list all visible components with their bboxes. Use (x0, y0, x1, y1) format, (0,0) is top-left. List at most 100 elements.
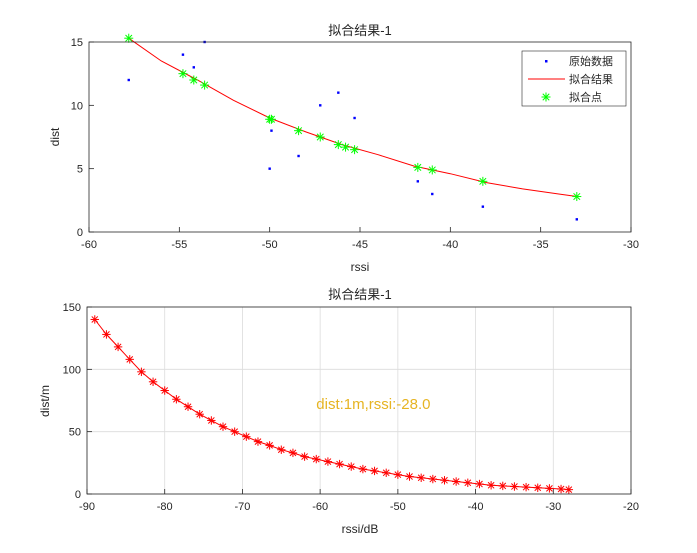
fit-point-marker-stroke-d2 (179, 70, 187, 78)
distance-curve-marker-stroke-d2 (324, 458, 332, 465)
distance-curve-marker (556, 484, 566, 494)
distance-curve-marker (218, 422, 228, 431)
top-x-tick-label: -30 (623, 239, 639, 251)
distance-curve-marker (416, 473, 426, 482)
fit-point-marker-stroke-d2 (414, 163, 422, 171)
distance-curve-marker (533, 483, 542, 492)
bottom-x-tick-label: -70 (234, 501, 250, 513)
top-y-tick-label: 10 (71, 100, 83, 112)
distance-curve-marker-stroke-d2 (557, 485, 565, 493)
top-x-tick-label: -50 (262, 239, 278, 251)
distance-curve-marker (323, 457, 333, 466)
distance-curve-marker-stroke-d2 (347, 463, 355, 470)
legend-raw-data-label: 原始数据 (569, 54, 613, 68)
fit-point-marker (200, 80, 210, 90)
distance-curve-marker-stroke-d2 (301, 453, 308, 460)
bottom-x-tick-label: -50 (390, 501, 406, 513)
fit-point-marker-stroke-d2 (350, 146, 359, 154)
raw-data-point (353, 116, 356, 120)
distance-curve-marker (463, 478, 472, 487)
distance-curve-marker (160, 386, 169, 395)
distance-curve-marker (475, 479, 484, 489)
legend-entry-fit-points: 拟合点 (541, 90, 602, 104)
top-y-tick-label: 15 (71, 37, 83, 49)
distance-curve-marker (440, 476, 449, 485)
bottom-y-tick-label: 0 (75, 489, 81, 501)
distance-curve-marker (125, 355, 134, 364)
distance-curve-marker (195, 410, 204, 419)
distance-curve-marker (358, 464, 368, 474)
distance-curve-marker (253, 437, 263, 446)
top-chart-plot (124, 33, 582, 221)
raw-data-point (297, 154, 300, 158)
fit-point-marker-stroke-d2 (428, 166, 436, 174)
distance-curve-marker-stroke-d2 (371, 467, 378, 475)
distance-curve-marker-stroke-d2 (441, 476, 448, 484)
top-x-tick-label: -60 (81, 239, 97, 251)
distance-curve-marker-stroke-d2 (511, 483, 518, 490)
distance-curve-marker (183, 402, 193, 411)
bottom-y-tick-label: 100 (63, 364, 81, 376)
top-x-tick-label: -40 (442, 239, 458, 251)
raw-data-point (181, 53, 185, 56)
distance-curve-marker-stroke-d2 (382, 469, 390, 477)
distance-curve-marker-stroke-d2 (312, 455, 320, 463)
raw-data-point (431, 192, 434, 196)
distance-curve-marker-stroke-d2 (452, 478, 460, 485)
distance-curve-marker (498, 481, 507, 491)
distance-curve-marker-stroke-d2 (534, 484, 542, 492)
top-y-tick-label: 0 (77, 227, 83, 239)
bottom-y-tick-label: 150 (63, 302, 81, 314)
distance-curve-marker (405, 472, 414, 481)
fit-point-marker-stroke-d2 (125, 34, 133, 42)
fit-point-marker (178, 69, 188, 79)
raw-data-point (481, 205, 485, 208)
legend-fit-point-marker (541, 92, 551, 102)
raw-data-point (192, 66, 195, 69)
distance-curve-marker (90, 315, 99, 324)
distance-curve-marker (148, 377, 158, 386)
distance-curve-marker (510, 482, 519, 491)
distance-curve-marker-stroke-d2 (289, 449, 297, 457)
distance-curve-marker-stroke-d2 (487, 481, 495, 489)
bottom-x-tick-label: -40 (468, 501, 484, 513)
distance-curve-marker (207, 416, 216, 425)
distance-curve-marker (312, 454, 321, 464)
fit-point-marker-stroke-d2 (190, 76, 198, 84)
bottom-chart: -90 -80 -70 -60 -50 -40 -30 -20 0 50 100 150 拟合结果-1… (38, 287, 639, 536)
distance-curve-marker (382, 468, 391, 478)
top-chart-legend: 原始数据 拟合结果 拟合点 (521, 50, 627, 107)
bottom-chart-title: 拟合结果-1 (328, 287, 392, 302)
legend-star-glyph-stroke-d2 (542, 93, 550, 101)
bottom-chart-plot (90, 315, 574, 494)
distance-curve-marker-stroke-d2 (522, 483, 530, 491)
fit-point-marker (572, 192, 582, 202)
distance-curve-marker (486, 481, 496, 490)
distance-curve-marker (521, 482, 531, 492)
top-chart-xlabel: rssi (351, 260, 370, 274)
distance-curve-marker (335, 459, 344, 469)
legend-fit-points-label: 拟合点 (569, 90, 602, 104)
fit-point-marker (350, 145, 360, 155)
distance-curve-marker-stroke-d2 (266, 442, 274, 449)
distance-curve-marker-stroke-d2 (476, 480, 483, 488)
distance-curve-marker-stroke-d2 (114, 343, 122, 351)
bottom-x-tick-label: -60 (312, 501, 328, 513)
fit-point-marker-stroke-d2 (316, 133, 324, 141)
legend-star-glyph (541, 92, 551, 102)
legend-entry-raw-data: 原始数据 (545, 54, 613, 68)
bottom-chart-ylabel: dist/m (38, 385, 52, 417)
bottom-x-tick-label: -90 (79, 501, 95, 513)
fit-point-marker (333, 140, 343, 150)
raw-data-point (337, 91, 340, 94)
distance-curve-marker-stroke-d2 (126, 355, 134, 363)
distance-curve-marker-stroke-d2 (219, 423, 227, 431)
distance-curve-marker-stroke-d2 (499, 482, 507, 490)
bottom-x-tick-label: -30 (545, 501, 561, 513)
legend-fit-result-label: 拟合结果 (569, 72, 613, 86)
distance-curve-marker (428, 474, 438, 484)
top-x-tick-label: -55 (171, 239, 187, 251)
distance-curve-marker (370, 466, 379, 476)
